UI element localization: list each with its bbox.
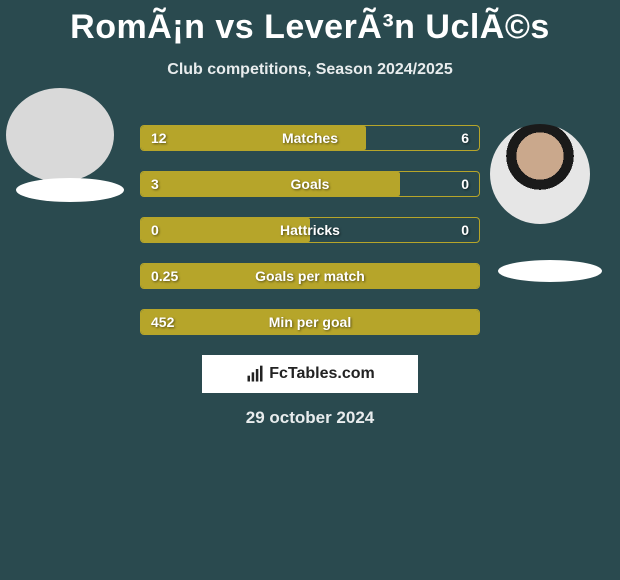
page-title: RomÃ¡n vs LeverÃ³n UclÃ©s: [0, 0, 620, 47]
stat-bar: 0Hattricks0: [140, 217, 480, 243]
attribution-text: FcTables.com: [269, 365, 375, 383]
attribution-badge: FcTables.com: [202, 355, 418, 393]
player-left-name-pill: [16, 178, 124, 202]
page-subtitle: Club competitions, Season 2024/2025: [0, 61, 620, 79]
stat-label: Goals per match: [141, 268, 479, 284]
stats-bars: 12Matches63Goals00Hattricks00.25Goals pe…: [140, 125, 480, 355]
bar-chart-icon: [245, 364, 265, 384]
player-right-avatar: [490, 124, 590, 224]
stat-label: Goals: [141, 176, 479, 192]
player-left-avatar: [6, 88, 114, 182]
stat-label: Matches: [141, 130, 479, 146]
stat-bar: 3Goals0: [140, 171, 480, 197]
page-date: 29 october 2024: [0, 408, 620, 428]
stat-right-value: 6: [461, 130, 469, 146]
stat-label: Hattricks: [141, 222, 479, 238]
stat-right-value: 0: [461, 176, 469, 192]
stat-right-value: 0: [461, 222, 469, 238]
stat-bar: 12Matches6: [140, 125, 480, 151]
stat-bar: 0.25Goals per match: [140, 263, 480, 289]
player-right-name-pill: [498, 260, 602, 282]
stat-bar: 452Min per goal: [140, 309, 480, 335]
stat-label: Min per goal: [141, 314, 479, 330]
